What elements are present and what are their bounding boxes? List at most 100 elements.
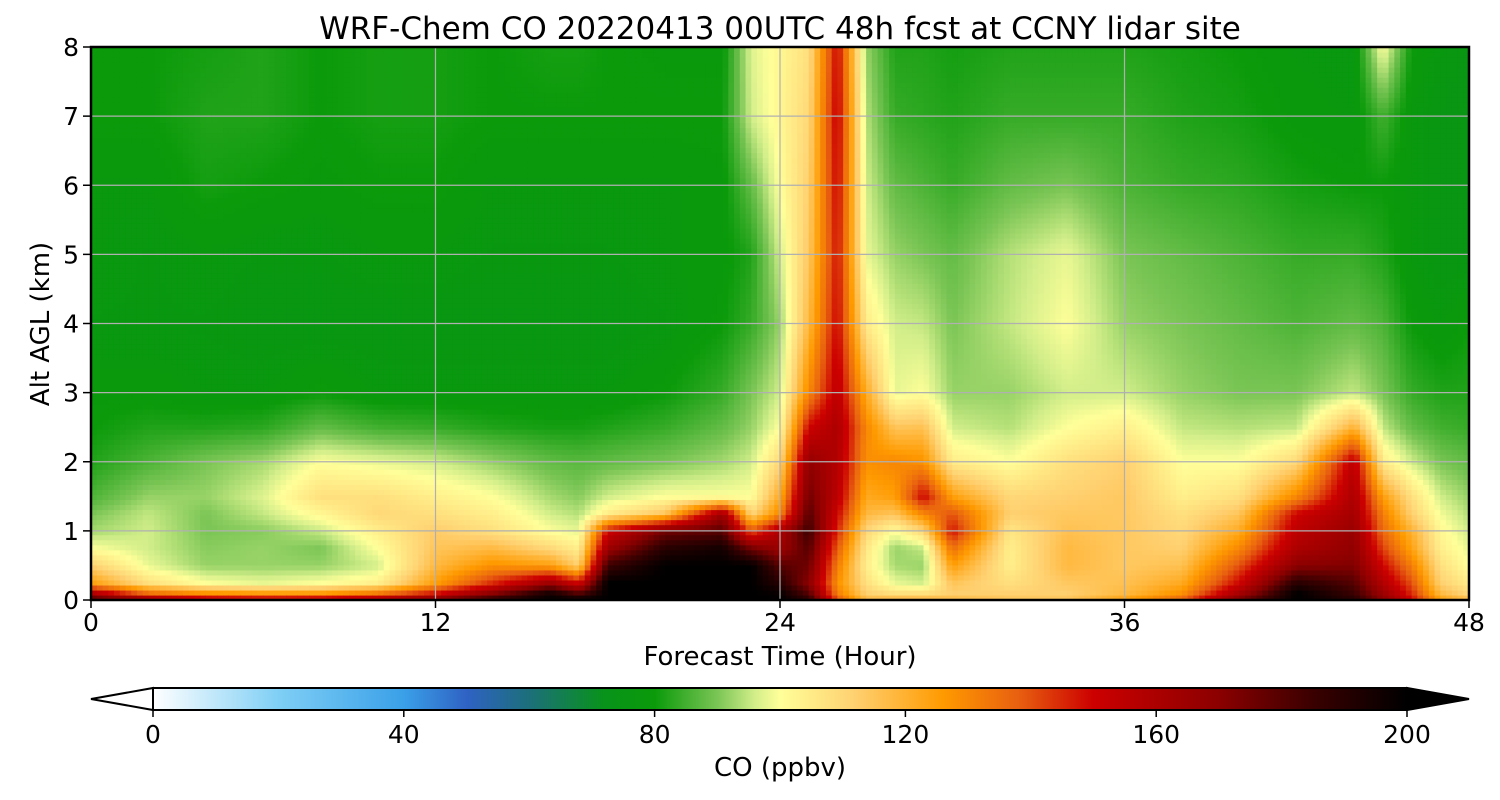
- heatmap-cell: [298, 384, 304, 390]
- heatmap-cell: [240, 228, 246, 234]
- heatmap-cell: [160, 479, 166, 485]
- heatmap-cell: [154, 137, 160, 143]
- heatmap-cell: [286, 585, 292, 591]
- heatmap-cell: [246, 479, 252, 485]
- heatmap-cell: [223, 354, 229, 360]
- heatmap-cell: [269, 364, 275, 370]
- heatmap-cell: [148, 555, 154, 561]
- heatmap-cell: [344, 82, 350, 88]
- heatmap-cell: [321, 504, 327, 510]
- heatmap-cell: [143, 107, 149, 113]
- heatmap-cell: [212, 112, 218, 118]
- heatmap-cell: [321, 369, 327, 375]
- heatmap-cell: [229, 384, 235, 390]
- heatmap-cell: [171, 67, 177, 73]
- heatmap-cell: [194, 52, 200, 58]
- heatmap-cell: [194, 148, 200, 154]
- heatmap-cell: [189, 520, 195, 526]
- heatmap-cell: [143, 560, 149, 566]
- heatmap-cell: [303, 555, 309, 561]
- heatmap-cell: [252, 238, 258, 244]
- heatmap-cell: [338, 148, 344, 154]
- heatmap-cell: [114, 283, 120, 289]
- heatmap-cell: [97, 510, 103, 516]
- heatmap-cell: [120, 344, 126, 350]
- heatmap-cell: [229, 243, 235, 249]
- heatmap-cell: [223, 298, 229, 304]
- heatmap-cell: [303, 303, 309, 309]
- heatmap-cell: [315, 580, 321, 586]
- heatmap-cell: [206, 334, 212, 340]
- heatmap-cell: [240, 148, 246, 154]
- heatmap-cell: [326, 449, 332, 455]
- heatmap-cell: [252, 560, 258, 566]
- heatmap-cell: [292, 479, 298, 485]
- heatmap-cell: [263, 590, 269, 596]
- heatmap-cell: [258, 585, 264, 591]
- heatmap-cell: [183, 474, 189, 480]
- heatmap-cell: [189, 449, 195, 455]
- heatmap-cell: [280, 550, 286, 556]
- heatmap-cell: [189, 444, 195, 450]
- heatmap-cell: [183, 278, 189, 284]
- heatmap-cell: [235, 575, 241, 581]
- heatmap-cell: [154, 570, 160, 576]
- heatmap-cell: [223, 349, 229, 355]
- heatmap-cell: [125, 233, 131, 239]
- heatmap-cell: [344, 344, 350, 350]
- heatmap-cell: [303, 399, 309, 405]
- heatmap-cell: [206, 515, 212, 521]
- heatmap-cell: [148, 334, 154, 340]
- heatmap-cell: [235, 364, 241, 370]
- heatmap-cell: [332, 570, 338, 576]
- heatmap-cell: [183, 268, 189, 274]
- heatmap-cell: [102, 303, 108, 309]
- heatmap-cell: [252, 208, 258, 214]
- heatmap-cell: [275, 258, 281, 264]
- heatmap-cell: [171, 394, 177, 400]
- heatmap-cell: [263, 374, 269, 380]
- heatmap-cell: [321, 464, 327, 470]
- heatmap-cell: [263, 404, 269, 410]
- heatmap-cell: [194, 389, 200, 395]
- heatmap-cell: [338, 409, 344, 415]
- heatmap-cell: [269, 228, 275, 234]
- heatmap-cell: [114, 469, 120, 475]
- heatmap-cell: [229, 107, 235, 113]
- heatmap-cell: [326, 238, 332, 244]
- heatmap-cell: [263, 369, 269, 375]
- heatmap-cell: [275, 555, 281, 561]
- heatmap-cell: [206, 499, 212, 505]
- heatmap-cell: [97, 515, 103, 521]
- heatmap-cell: [269, 560, 275, 566]
- heatmap-cell: [258, 107, 264, 113]
- heatmap-cell: [143, 464, 149, 470]
- heatmap-cell: [137, 399, 143, 405]
- heatmap-cell: [200, 178, 206, 184]
- heatmap-cell: [194, 233, 200, 239]
- heatmap-cell: [298, 313, 304, 319]
- heatmap-cell: [143, 97, 149, 103]
- heatmap-cell: [280, 359, 286, 365]
- heatmap-cell: [148, 107, 154, 113]
- heatmap-cell: [321, 127, 327, 133]
- heatmap-cell: [108, 525, 114, 531]
- heatmap-cell: [349, 444, 355, 450]
- heatmap-cell: [280, 499, 286, 505]
- heatmap-cell: [298, 303, 304, 309]
- heatmap-cell: [120, 389, 126, 395]
- heatmap-cell: [131, 565, 137, 571]
- heatmap-cell: [223, 404, 229, 410]
- heatmap-cell: [326, 178, 332, 184]
- heatmap-cell: [338, 313, 344, 319]
- heatmap-cell: [183, 454, 189, 460]
- heatmap-cell: [131, 163, 137, 169]
- heatmap-cell: [344, 208, 350, 214]
- heatmap-cell: [97, 72, 103, 78]
- heatmap-cell: [292, 97, 298, 103]
- heatmap-cell: [125, 57, 131, 63]
- heatmap-cell: [269, 525, 275, 531]
- heatmap-cell: [166, 233, 172, 239]
- heatmap-cell: [275, 122, 281, 128]
- heatmap-cell: [137, 303, 143, 309]
